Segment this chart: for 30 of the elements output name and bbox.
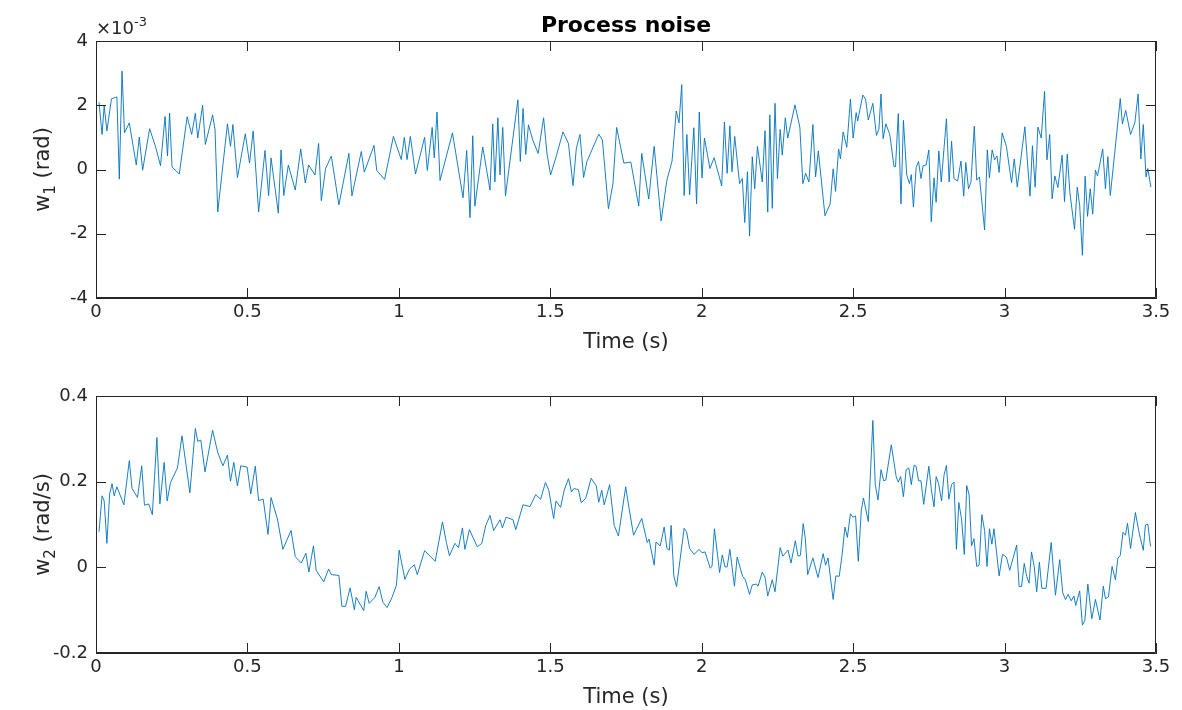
x-tick-label: 1 xyxy=(393,655,405,677)
x-tick-label: 2 xyxy=(695,300,708,322)
y-axis-title: w2 (rad/s) xyxy=(30,473,60,576)
x-tick-label: 3 xyxy=(998,655,1011,677)
x-tick-label: 2.5 xyxy=(838,655,868,677)
x-tick-label: 0.5 xyxy=(233,655,262,677)
x-axis-title: Time (s) xyxy=(582,328,669,353)
x-tick-label: 2.5 xyxy=(838,300,868,322)
y-tick-label: 0 xyxy=(76,157,88,179)
y-tick-label: -0.2 xyxy=(52,640,88,662)
x-tick-label: 3.5 xyxy=(1141,300,1171,322)
y-tick-label: 2 xyxy=(76,92,88,114)
y-tick-label: -4 xyxy=(70,285,88,307)
x-axis-title: Time (s) xyxy=(582,683,669,708)
x-tick-label: 1.5 xyxy=(535,300,565,322)
y-tick-label: 0.4 xyxy=(59,383,88,405)
y-axis-title: w1 (rad) xyxy=(30,127,60,212)
y-tick-label: 0.2 xyxy=(59,469,88,491)
x-tick-label: 0 xyxy=(90,300,102,322)
x-tick-label: 1 xyxy=(393,300,405,322)
x-tick-label: 1.5 xyxy=(535,655,565,677)
y-tick-label: 0 xyxy=(76,555,88,577)
x-tick-label: 0.5 xyxy=(233,300,262,322)
x-tick-label: 2 xyxy=(695,655,708,677)
x-tick-label: 3.5 xyxy=(1141,655,1171,677)
y-tick-label: -2 xyxy=(70,221,88,243)
x-tick-label: 3 xyxy=(998,300,1011,322)
x-tick-label: 0 xyxy=(90,655,102,677)
chart-title: Process noise xyxy=(540,12,712,37)
y-tick-label: 4 xyxy=(76,28,88,50)
